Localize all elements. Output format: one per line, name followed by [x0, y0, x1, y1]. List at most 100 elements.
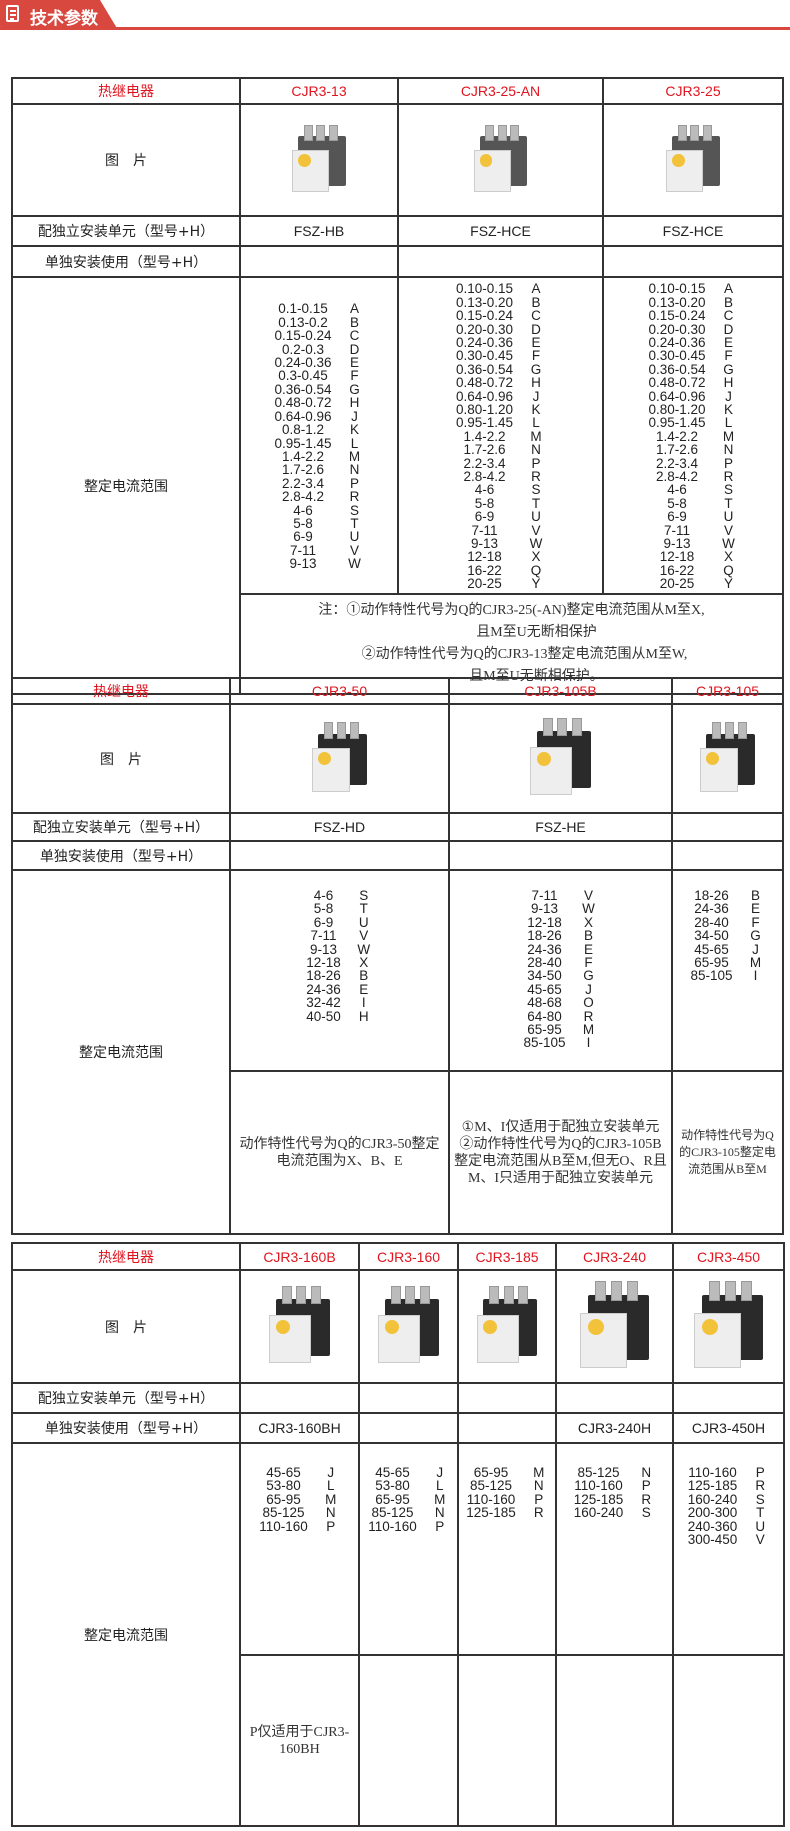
current-range: 65-95 — [527, 1022, 562, 1038]
characteristic-code: L — [327, 1478, 335, 1494]
characteristic-code: I — [586, 1035, 591, 1051]
characteristic-code: L — [724, 415, 733, 431]
characteristic-code: X — [584, 914, 594, 930]
characteristic-code: W — [722, 536, 735, 552]
characteristic-code: Y — [724, 576, 734, 592]
current-range: 0.36-0.54 — [455, 361, 514, 377]
spec-table: 热继电器 CJR3-160B CJR3-160 CJR3-185 CJR3-240 CJR… — [11, 1242, 785, 1827]
row-label-unit: 配独立安装单元（型号+H） — [11, 812, 231, 842]
range-cell: 4-6 S 5-8 T 6-9 U 7-11 V 9-13 W 12-18 X 18-26 B 24-36 E… — [229, 869, 450, 1072]
terminal — [503, 1286, 514, 1305]
product-image — [521, 717, 601, 801]
current-range: 2.2-3.4 — [655, 455, 698, 471]
range-list: 45-65 J 53-80 L 65-95 M 85-125 N 110-160 P — [368, 1465, 449, 1534]
current-range: 4-6 — [313, 888, 334, 903]
characteristic-code: S — [350, 502, 360, 518]
current-range: 45-65 — [375, 1465, 410, 1480]
current-range: 85-125 — [577, 1465, 620, 1480]
current-range: 7-11 — [289, 542, 316, 558]
current-range: 85-125 — [262, 1505, 305, 1521]
current-range: 34-50 — [694, 928, 729, 944]
relay-front-panel — [269, 1314, 312, 1364]
current-range: 1.7-2.6 — [281, 462, 324, 478]
current-range: 7-11 — [471, 522, 498, 538]
note-row: P仅适用于CJR3-160BH — [12, 1654, 785, 1827]
characteristic-code: B — [751, 888, 761, 903]
current-range: 5-8 — [667, 495, 687, 511]
characteristic-code: W — [582, 901, 595, 917]
current-range: 7-11 — [531, 888, 558, 903]
characteristic-code: P — [534, 1491, 544, 1507]
adjustment-dial — [483, 1319, 498, 1335]
range-list: 7-11 V 9-13 W 12-18 X 18-26 B 24-36 E 28-40 F 34-50 G… — [523, 889, 597, 1050]
product-image — [260, 1285, 340, 1369]
adjustment-dial — [705, 752, 719, 766]
current-range: 5-8 — [474, 495, 495, 511]
characteristic-code: A — [531, 281, 541, 297]
characteristic-code: S — [531, 482, 541, 498]
current-range: 64-80 — [527, 1008, 562, 1024]
characteristic-code: C — [349, 328, 360, 344]
current-range: 9-13 — [663, 536, 691, 552]
current-range: 4-6 — [293, 502, 313, 518]
model-header: CJR3-50 — [229, 677, 450, 705]
characteristic-code: P — [641, 1478, 651, 1494]
terminal — [310, 1286, 321, 1305]
characteristic-code: W — [357, 941, 371, 957]
characteristic-code: G — [723, 361, 734, 377]
row-label-product: 热继电器 — [11, 677, 231, 705]
characteristic-code: H — [531, 375, 541, 391]
current-range: 12-18 — [306, 955, 341, 971]
characteristic-code: J — [725, 388, 732, 404]
picture-row: 图 片 — [11, 103, 784, 217]
adjustment-dial — [587, 1318, 604, 1336]
characteristic-code: E — [751, 901, 761, 917]
note-cell — [358, 1654, 459, 1827]
terminal — [571, 718, 582, 737]
standalone-row: 单独安装使用（型号+H） — [11, 840, 784, 871]
row-label-picture: 图 片 — [11, 1269, 241, 1384]
characteristic-code: U — [358, 914, 369, 930]
relay-front-panel — [473, 149, 511, 193]
range-list: 45-65 J 53-80 L 65-95 M 85-125 N 110-160 P — [259, 1466, 340, 1534]
characteristic-code: F — [724, 348, 733, 364]
adjustment-dial — [384, 1319, 399, 1335]
note-cell: 动作特性代号为Q的CJR3-105整定电流范围从B至M — [671, 1070, 784, 1235]
row-label-standalone: 单独安装使用（型号+H） — [11, 245, 241, 278]
note-cell — [457, 1654, 557, 1827]
row-label-range: 整定电流范围 — [11, 1442, 241, 1827]
current-range: 0.95-1.45 — [455, 415, 514, 431]
current-range: 110-160 — [574, 1478, 623, 1494]
current-range: 0.30-0.45 — [455, 348, 514, 364]
picture-cell — [602, 103, 784, 217]
range-cell: 65-95 M 85-125 N 110-160 P 125-185 R — [457, 1442, 557, 1656]
characteristic-code: Q — [723, 562, 734, 578]
characteristic-code: P — [531, 455, 541, 471]
characteristic-code: G — [583, 968, 594, 984]
current-range: 65-95 — [694, 955, 729, 971]
row-label-picture: 图 片 — [11, 103, 241, 217]
unit-cell: FSZ-HCE — [602, 215, 784, 247]
characteristic-code: W — [529, 536, 543, 552]
standalone-cell: CJR3-160BH — [239, 1412, 360, 1444]
current-range: 6-9 — [313, 914, 334, 930]
range-row: 整定电流范围 45-65 J 53-80 L 65-95 M 85-125 N 110-160 P 4… — [11, 1442, 785, 1827]
row-label-standalone: 单独安装使用（型号+H） — [11, 1412, 241, 1444]
unit-cell: FSZ-HD — [229, 812, 450, 842]
picture-cell — [457, 1269, 557, 1384]
document-icon — [6, 5, 19, 22]
characteristic-code: R — [533, 1505, 544, 1521]
unit-cell — [672, 1382, 785, 1414]
picture-cell — [358, 1269, 459, 1384]
characteristic-code: X — [531, 549, 541, 565]
current-range: 0.36-0.54 — [648, 361, 706, 377]
characteristic-code: H — [723, 375, 734, 391]
current-range: 1.4-2.2 — [281, 448, 324, 464]
characteristic-code: N — [349, 462, 360, 478]
current-range: 0.3-0.45 — [278, 368, 328, 384]
terminal — [323, 722, 333, 739]
range-row: 整定电流范围 4-6 S 5-8 T 6-9 U 7-11 V 9-13 W 12-18 X 18-26 B… — [11, 869, 784, 1235]
current-range: 110-160 — [368, 1518, 417, 1534]
range-list: 65-95 M 85-125 N 110-160 P 125-185 R — [466, 1466, 548, 1520]
current-range: 0.64-0.96 — [648, 388, 706, 404]
